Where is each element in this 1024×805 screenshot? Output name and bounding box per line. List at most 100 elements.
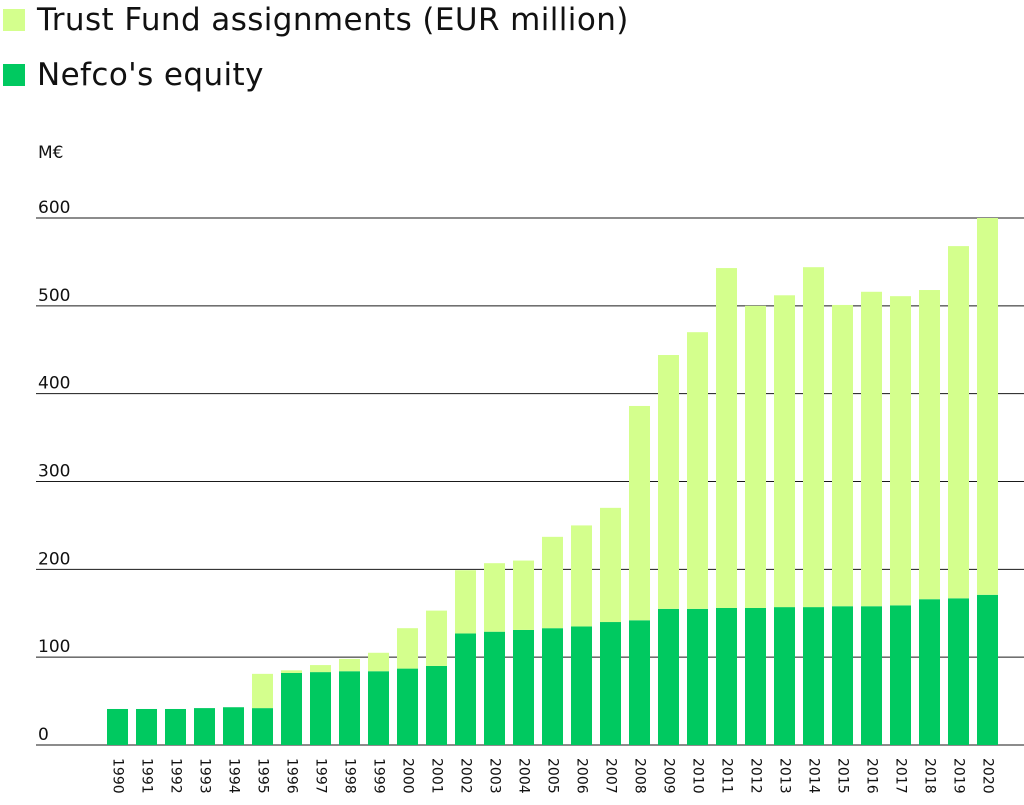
x-tick-label-1998: 1998 xyxy=(342,758,358,794)
bar-equity-2005 xyxy=(542,628,563,745)
legend-label-equity: Nefco's equity xyxy=(37,57,264,93)
bar-trust-fund-2013 xyxy=(774,295,795,608)
bar-trust-fund-2019 xyxy=(948,246,969,599)
bar-equity-2020 xyxy=(977,594,998,745)
x-tick-label-2009: 2009 xyxy=(661,758,677,794)
y-tick-label-600: 600 xyxy=(38,198,70,218)
bar-trust-fund-1999 xyxy=(368,652,389,672)
bar-equity-2012 xyxy=(745,607,766,745)
bar-equity-1997 xyxy=(310,672,331,745)
bar-equity-2002 xyxy=(455,633,476,745)
x-tick-label-2010: 2010 xyxy=(690,758,706,794)
x-tick-label-1997: 1997 xyxy=(313,758,329,794)
bar-equity-2010 xyxy=(687,608,708,745)
x-tick-label-2016: 2016 xyxy=(864,758,880,794)
x-tick-label-1993: 1993 xyxy=(197,758,213,794)
bar-equity-1991 xyxy=(136,708,157,745)
bar-trust-fund-2012 xyxy=(745,305,766,608)
x-tick-label-2008: 2008 xyxy=(632,758,648,794)
bar-trust-fund-2000 xyxy=(397,628,418,669)
bar-trust-fund-2002 xyxy=(455,570,476,634)
y-tick-label-300: 300 xyxy=(38,462,70,482)
x-tick-label-2017: 2017 xyxy=(893,758,909,794)
legend-item-trust-fund: Trust Fund assignments (EUR million) xyxy=(0,2,629,38)
y-unit-label: M€ xyxy=(38,143,63,163)
x-tick-label-2020: 2020 xyxy=(980,758,996,794)
x-tick-label-2015: 2015 xyxy=(835,758,851,794)
y-tick-label-200: 200 xyxy=(38,549,70,569)
bar-trust-fund-2011 xyxy=(716,268,737,608)
x-tick-label-2018: 2018 xyxy=(922,758,938,794)
y-tick-labels: 0 100 200 300 400 500 600 xyxy=(38,198,70,745)
bar-trust-fund-2003 xyxy=(484,563,505,632)
x-tick-label-1994: 1994 xyxy=(226,758,242,794)
x-tick-label-2006: 2006 xyxy=(574,758,590,794)
bar-trust-fund-2017 xyxy=(890,296,911,606)
bar-equity-2008 xyxy=(629,620,650,745)
bar-trust-fund-2009 xyxy=(658,355,679,609)
bar-equity-2018 xyxy=(919,599,940,745)
x-tick-label-2004: 2004 xyxy=(516,758,532,794)
bar-trust-fund-1996 xyxy=(281,670,302,673)
bar-equity-2004 xyxy=(513,629,534,745)
legend-label-trust-fund: Trust Fund assignments (EUR million) xyxy=(37,2,629,38)
x-tick-label-1995: 1995 xyxy=(255,758,271,794)
bar-equity-2000 xyxy=(397,668,418,745)
x-tick-label-1992: 1992 xyxy=(168,758,184,794)
x-tick-labels: 1990 1991 1992 1993 1994 1995 1996 1997 1998 1999… xyxy=(110,758,996,794)
bar-equity-1998 xyxy=(339,671,360,745)
x-tick-label-2002: 2002 xyxy=(458,758,474,794)
y-tick-label-500: 500 xyxy=(38,286,70,306)
bar-trust-fund-2016 xyxy=(861,291,882,607)
bar-trust-fund-1998 xyxy=(339,658,360,672)
x-tick-label-1996: 1996 xyxy=(284,758,300,794)
x-tick-label-1990: 1990 xyxy=(110,758,126,794)
bar-equity-2013 xyxy=(774,607,795,745)
x-tick-label-2005: 2005 xyxy=(545,758,561,794)
x-tick-label-2014: 2014 xyxy=(806,758,822,794)
bar-equity-1995 xyxy=(252,708,273,745)
bar-equity-1999 xyxy=(368,671,389,745)
bar-equity-2009 xyxy=(658,608,679,745)
bar-equity-1993 xyxy=(194,708,215,745)
bar-trust-fund-2004 xyxy=(513,560,534,630)
bar-equity-2001 xyxy=(426,665,447,745)
bar-trust-fund-2014 xyxy=(803,267,824,608)
bar-trust-fund-2015 xyxy=(832,304,853,607)
x-tick-label-2019: 2019 xyxy=(951,758,967,794)
bar-equity-2015 xyxy=(832,606,853,745)
legend-swatch-trust-fund xyxy=(3,9,25,31)
bar-trust-fund-2005 xyxy=(542,536,563,629)
x-tick-label-2013: 2013 xyxy=(777,758,793,794)
bar-equity-2006 xyxy=(571,626,592,745)
y-tick-label-100: 100 xyxy=(38,637,70,657)
bar-trust-fund-2006 xyxy=(571,525,592,627)
y-tick-label-0: 0 xyxy=(38,725,49,745)
bar-equity-2003 xyxy=(484,631,505,745)
bar-equity-1996 xyxy=(281,672,302,745)
bar-equity-2019 xyxy=(948,598,969,745)
bar-equity-1990 xyxy=(107,708,128,745)
x-tick-label-1991: 1991 xyxy=(139,758,155,794)
bar-trust-fund-1997 xyxy=(310,665,331,673)
bar-equity-2007 xyxy=(600,622,621,745)
bar-trust-fund-2007 xyxy=(600,507,621,623)
y-tick-label-400: 400 xyxy=(38,374,70,394)
x-tick-label-2011: 2011 xyxy=(719,758,735,794)
bar-equity-1992 xyxy=(165,708,186,745)
bar-equity-2011 xyxy=(716,607,737,745)
bars xyxy=(107,218,998,745)
legend-item-equity: Nefco's equity xyxy=(0,57,264,93)
x-tick-label-2012: 2012 xyxy=(748,758,764,794)
bar-equity-2016 xyxy=(861,606,882,745)
bar-trust-fund-1995 xyxy=(252,673,273,709)
legend-swatch-equity xyxy=(3,64,25,86)
bar-trust-fund-2008 xyxy=(629,405,650,621)
x-tick-label-1999: 1999 xyxy=(371,758,387,794)
x-tick-label-2007: 2007 xyxy=(603,758,619,794)
x-tick-label-2000: 2000 xyxy=(400,758,416,794)
bar-trust-fund-2001 xyxy=(426,610,447,666)
bar-trust-fund-2020 xyxy=(977,218,998,595)
x-tick-label-2003: 2003 xyxy=(487,758,503,794)
